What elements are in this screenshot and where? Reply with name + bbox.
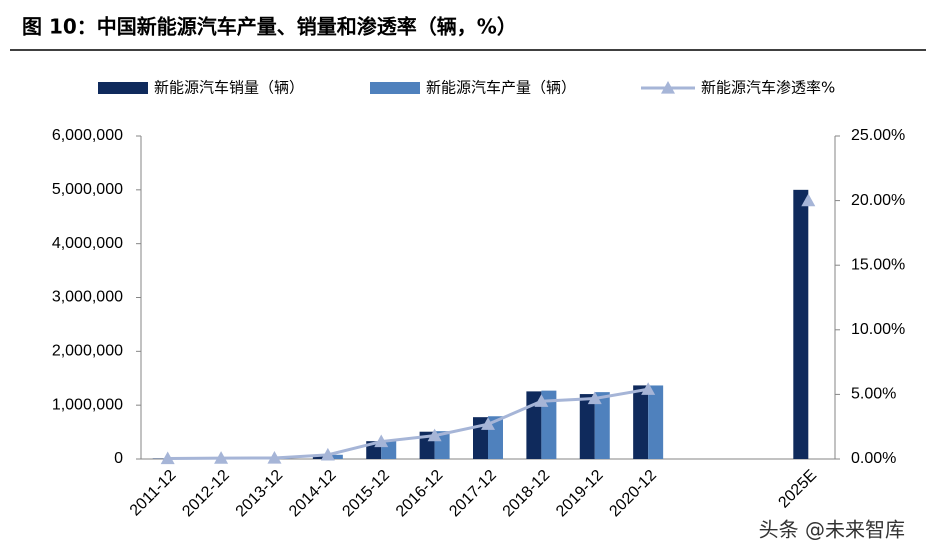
x-tick-label: 2020-12 [606, 467, 660, 521]
line-marker [267, 450, 282, 464]
x-tick-label: 2017-12 [446, 467, 500, 521]
line-marker [534, 394, 549, 407]
bar [633, 385, 649, 459]
bar [526, 391, 542, 459]
x-tick-label: 2018-12 [500, 467, 554, 521]
legend-swatch [370, 82, 420, 94]
bar [793, 189, 809, 460]
line-marker [374, 434, 389, 448]
y-tick-label: 3,000,000 [52, 289, 123, 306]
y2-tick-label: 0.00% [851, 450, 896, 467]
y-tick-label: 2,000,000 [52, 343, 123, 360]
legend-label: 新能源汽车产量（辆） [426, 79, 576, 97]
chart-title: 图 10：中国新能源汽车产量、销量和渗透率（辆，%） [22, 15, 517, 39]
bar [312, 454, 328, 459]
y-tick-label: 1,000,000 [52, 396, 123, 413]
line-marker [481, 417, 495, 430]
bar [594, 392, 610, 459]
y2-tick-label: 10.00% [851, 321, 905, 338]
bar [579, 394, 595, 459]
x-tick-label: 2025E [775, 467, 820, 512]
y-tick-label: 5,000,000 [52, 181, 123, 198]
line-marker [214, 451, 229, 464]
x-tick-label: 2014-12 [286, 467, 340, 521]
x-tick-label: 2015-12 [340, 467, 394, 521]
x-tick-label: 2012-12 [179, 467, 233, 521]
bar [648, 385, 664, 459]
legend-label: 新能源汽车渗透率% [701, 79, 835, 97]
bar [541, 390, 557, 459]
line [167, 387, 649, 460]
y-tick-label: 0 [114, 450, 123, 467]
line-marker [587, 391, 602, 405]
bar [327, 454, 343, 459]
line-marker [427, 428, 442, 442]
y2-tick-label: 25.00% [851, 127, 905, 144]
y2-tick-label: 20.00% [851, 192, 905, 209]
y2-tick-label: 15.00% [851, 256, 905, 273]
y-tick-label: 6,000,000 [52, 127, 123, 144]
legend-label: 新能源汽车销量（辆） [154, 79, 304, 97]
line-marker [160, 451, 175, 465]
y-tick-label: 4,000,000 [52, 235, 123, 252]
x-tick-label: 2019-12 [553, 467, 607, 521]
line-marker [801, 193, 816, 207]
legend-swatch [98, 82, 148, 94]
legend-marker [661, 81, 675, 94]
y2-tick-label: 5.00% [851, 386, 896, 403]
x-tick-label: 2016-12 [393, 467, 447, 521]
line-marker [641, 382, 656, 395]
line-marker [320, 447, 335, 461]
x-tick-label: 2011-12 [127, 467, 180, 520]
x-tick-label: 2013-12 [233, 467, 287, 521]
watermark: 头条 @未来智库 [759, 518, 905, 542]
